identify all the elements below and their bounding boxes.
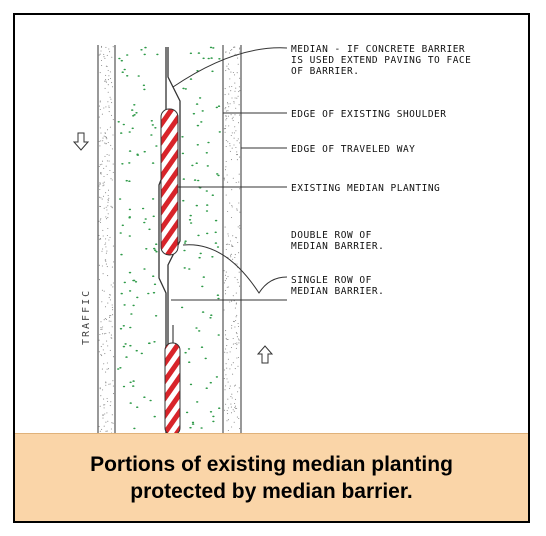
shoulder-stipple bbox=[98, 45, 241, 435]
leader-median bbox=[172, 47, 288, 88]
figure-frame: TRAFFIC MEDIAN - IF CONCRETE BARRIER IS … bbox=[13, 13, 530, 523]
median-planting-dots bbox=[117, 46, 221, 430]
leader-lines bbox=[171, 47, 288, 301]
label-edge-traveled: EDGE OF TRAVELED WAY bbox=[291, 144, 415, 155]
arrow-up-icon bbox=[256, 345, 274, 364]
caption-line2: protected by median barrier. bbox=[130, 479, 413, 503]
median-barrier-diagram: TRAFFIC MEDIAN - IF CONCRETE BARRIER IS … bbox=[72, 44, 471, 435]
caption-line1: Portions of existing median planting bbox=[90, 452, 453, 476]
median-planting-strip-upper bbox=[160, 108, 179, 256]
label-double-row-line1: DOUBLE ROW OF bbox=[291, 230, 372, 241]
label-single-row-line1: SINGLE ROW OF bbox=[291, 275, 372, 286]
arrow-down-icon bbox=[72, 132, 90, 151]
traffic-label: TRAFFIC bbox=[81, 289, 92, 345]
median-barrier-right-line bbox=[167, 47, 181, 435]
label-median-line1: MEDIAN - IF CONCRETE BARRIER bbox=[291, 44, 465, 55]
label-median-line3: OF BARRIER. bbox=[291, 66, 359, 77]
label-existing-planting: EXISTING MEDIAN PLANTING bbox=[291, 183, 440, 194]
label-edge-shoulder: EDGE OF EXISTING SHOULDER bbox=[291, 109, 447, 120]
label-double-row-line2: MEDIAN BARRIER. bbox=[291, 241, 384, 252]
label-single-row-line2: MEDIAN BARRIER. bbox=[291, 286, 384, 297]
leader-double-row bbox=[182, 244, 288, 294]
median-planting-strip-lower bbox=[164, 342, 181, 435]
figure-caption: Portions of existing median planting pro… bbox=[15, 433, 528, 521]
label-median-line2: IS USED EXTEND PAVING TO FACE bbox=[291, 55, 471, 66]
